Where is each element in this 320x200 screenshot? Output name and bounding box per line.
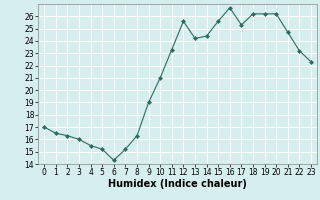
X-axis label: Humidex (Indice chaleur): Humidex (Indice chaleur) [108,179,247,189]
